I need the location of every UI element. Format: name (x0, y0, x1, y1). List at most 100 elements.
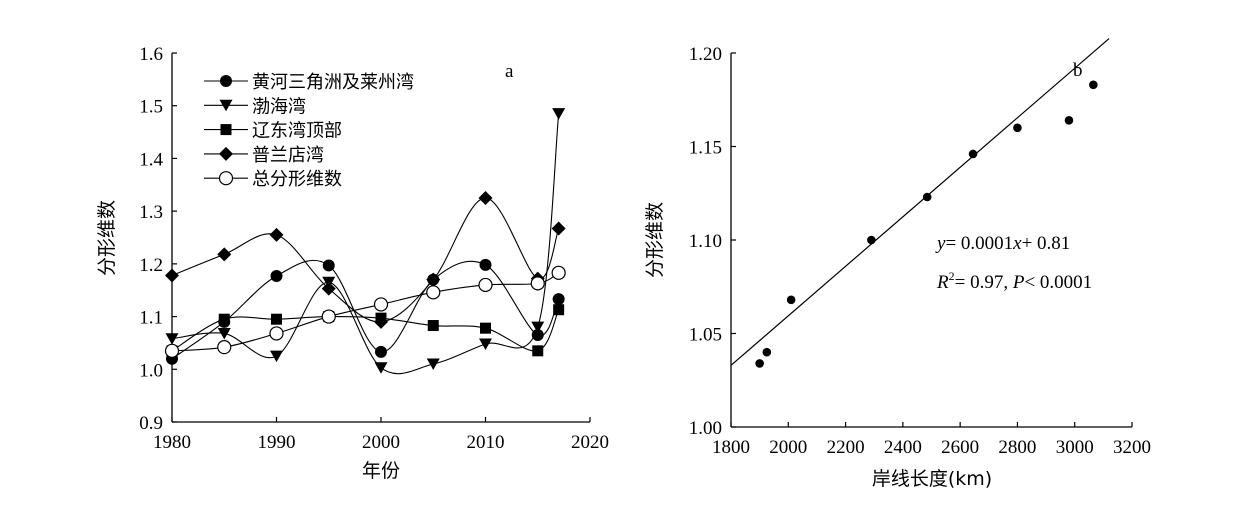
chart-a-x-tick-label: 2010 (467, 432, 505, 453)
chart-a-data-point (165, 268, 179, 283)
chart-b-data-point (867, 235, 876, 245)
chart-a-legend-item: 普兰店湾 (204, 145, 324, 166)
r-symbol: R (936, 272, 949, 293)
chart-b-x-tick-label: 2800 (998, 437, 1036, 458)
chart-a-y-tick-label: 1.5 (139, 97, 163, 118)
chart-a-data-point (373, 297, 389, 312)
chart-a-data-point (271, 313, 282, 325)
r-superscript: 2 (949, 269, 955, 283)
chart-b-data-point (762, 347, 772, 357)
chart-a-data-point (322, 259, 335, 272)
chart-a-data-point (478, 277, 493, 293)
chart-a-data-point (531, 321, 545, 334)
chart-b-data-point (1013, 123, 1022, 133)
chart-b-y-tick-label: 1.05 (689, 325, 722, 346)
chart-a-data-point (530, 276, 545, 291)
chart-b-x-axis-title: 岸线长度(km) (872, 468, 992, 490)
chart-a-legend-item: 渤海湾 (204, 96, 306, 117)
chart-a-legend-marker (219, 146, 233, 161)
chart-a-data-point (270, 269, 283, 282)
chart-a-data-point (479, 338, 492, 350)
eq-slope: = 0.0001 (945, 233, 1013, 254)
eq-intercept: + 0.81 (1022, 233, 1071, 254)
chart-a-series (164, 108, 566, 375)
chart-a-series-2 (165, 108, 566, 375)
chart-a-x-tick-label: 2000 (362, 432, 400, 453)
chart-a-data-point (552, 108, 566, 120)
chart-a-y-axis-title: 分形维数 (96, 200, 118, 276)
chart-b-y-ticks: 1.00 1.05 1.10 1.15 1.20 (689, 44, 736, 439)
chart-b-fit-line (730, 38, 1110, 366)
chart-b-data-point (1064, 116, 1074, 125)
chart-b-axes (730, 53, 1132, 428)
chart-a-y-tick-label: 1.6 (139, 44, 163, 65)
chart-b-y-axis-title: 分形维数 (644, 202, 666, 278)
chart-b-y-tick-label: 1.20 (689, 44, 722, 65)
chart-a-data-point (478, 190, 493, 205)
chart-a-x-tick-label: 2020 (571, 432, 609, 453)
chart-a-data-point (480, 322, 491, 334)
chart-a: 0.9 1.0 1.1 1.2 1.3 1.4 1.5 1.6 1980 1990 2000 201… (96, 44, 609, 482)
chart-b: 1.00 1.05 1.10 1.15 1.20 1800 2000 2200 2400 260… (644, 38, 1151, 490)
chart-a-x-ticks: 1980 1990 2000 2010 2020 (153, 417, 609, 453)
chart-b-x-tick-label: 3000 (1056, 437, 1094, 458)
chart-a-legend-label: 普兰店湾 (252, 145, 324, 166)
chart-b-y-tick-label: 1.10 (689, 231, 722, 252)
chart-a-y-tick-label: 1.1 (139, 308, 163, 329)
chart-a-panel-label: a (505, 61, 514, 82)
chart-a-y-tick-label: 1.4 (139, 149, 163, 170)
chart-b-data-point (968, 149, 978, 159)
chart-b-x-tick-label: 3200 (1113, 437, 1151, 458)
chart-a-series-line (171, 272, 559, 352)
chart-a-data-point (479, 258, 492, 271)
chart-b-equation: y= 0.0001x+ 0.81 (935, 233, 1070, 254)
chart-a-data-point (270, 350, 283, 363)
chart-a-data-point (321, 281, 336, 296)
chart-a-legend-label: 辽东湾顶部 (252, 121, 342, 142)
chart-a-data-point (426, 272, 441, 287)
chart-a-x-axis-title: 年份 (362, 460, 400, 482)
p-symbol: P (1012, 272, 1025, 293)
chart-a-data-point (321, 309, 336, 324)
chart-a-data-point (165, 333, 179, 345)
chart-a-series-5 (164, 265, 566, 358)
chart-a-legend-marker (219, 99, 233, 112)
chart-a-data-point (217, 247, 232, 262)
chart-a-legend-marker (220, 75, 232, 87)
chart-b-x-tick-label: 2600 (941, 437, 979, 458)
chart-b-x-tick-label: 1800 (712, 437, 750, 458)
chart-a-data-point (164, 343, 180, 358)
chart-a-data-point (427, 320, 439, 332)
chart-a-y-tick-label: 0.9 (139, 413, 163, 434)
chart-a-data-point (218, 313, 230, 325)
chart-b-x-ticks: 1800 2000 2200 2400 2600 2800 3000 3200 (712, 422, 1151, 458)
chart-b-x-tick-label: 2000 (769, 437, 807, 458)
chart-a-legend-label: 黄河三角洲及莱州湾 (252, 72, 414, 93)
chart-a-legend-label: 总分形维数 (252, 169, 342, 190)
chart-b-data-point (786, 295, 796, 305)
p-value: < 0.0001 (1024, 272, 1092, 293)
chart-a-y-tick-label: 1.3 (139, 202, 163, 223)
chart-b-x-tick-label: 2200 (827, 437, 865, 458)
chart-b-r2-p: R2= 0.97, P< 0.0001 (936, 269, 1092, 293)
chart-a-data-point (217, 340, 232, 355)
chart-a-y-ticks: 0.9 1.0 1.1 1.2 1.3 1.4 1.5 1.6 (139, 44, 177, 434)
eq-y-symbol: y (935, 233, 946, 254)
chart-a-data-point (374, 362, 388, 374)
chart-b-data-point (1089, 80, 1098, 90)
chart-b-panel-label: b (1073, 60, 1083, 81)
chart-a-legend-marker (220, 124, 232, 136)
r-value: = 0.97, (955, 272, 1013, 293)
chart-a-data-point (552, 293, 565, 306)
chart-a-legend-item: 总分形维数 (204, 169, 342, 190)
chart-a-data-point (531, 329, 544, 342)
chart-b-y-tick-label: 1.15 (689, 138, 722, 159)
chart-b-y-tick-label: 1.00 (689, 418, 722, 439)
chart-a-legend-item: 黄河三角洲及莱州湾 (204, 72, 414, 93)
chart-a-legend-label: 渤海湾 (252, 96, 306, 117)
chart-a-x-tick-label: 1990 (258, 432, 296, 453)
chart-b-points (755, 80, 1098, 368)
eq-x-symbol: x (1012, 233, 1022, 254)
